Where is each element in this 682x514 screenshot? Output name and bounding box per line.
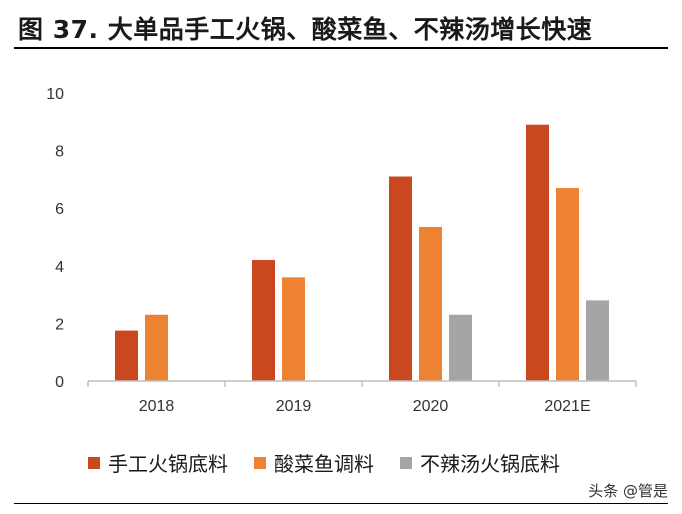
bar-s1-2020 bbox=[389, 176, 412, 381]
y-tick-label-8: 8 bbox=[55, 144, 64, 161]
bar-s2-2021E bbox=[556, 188, 579, 381]
bar-chart: 0 2 4 6 8 10 2018 2019 2020 2021E bbox=[46, 86, 637, 415]
y-tick-label-6: 6 bbox=[55, 201, 64, 218]
bar-s1-2018 bbox=[115, 330, 138, 381]
legend-item-3: 不辣汤火锅底料 bbox=[400, 448, 560, 477]
x-tick-label-2018: 2018 bbox=[139, 398, 175, 415]
bar-s1-2021E bbox=[526, 124, 549, 382]
figure-title: 图 37. 大单品手工火锅、酸菜鱼、不辣汤增长快速 bbox=[18, 15, 593, 44]
legend-label-3: 不辣汤火锅底料 bbox=[420, 452, 560, 476]
bar-s2-2020 bbox=[419, 226, 442, 381]
legend-item-1: 手工火锅底料 bbox=[88, 448, 228, 477]
legend-item-2: 酸菜鱼调料 bbox=[254, 448, 374, 477]
bar-s3-2021E bbox=[586, 300, 609, 381]
y-tick-label-2: 2 bbox=[55, 316, 64, 333]
legend-label-2: 酸菜鱼调料 bbox=[274, 452, 374, 476]
axes: 0 2 4 6 8 10 2018 2019 2020 2021E bbox=[46, 86, 637, 415]
legend-swatch-2 bbox=[254, 456, 266, 469]
y-tick-label-10: 10 bbox=[46, 86, 64, 103]
watermark: 头条 @管是 bbox=[588, 482, 668, 500]
bottom-rule bbox=[14, 503, 668, 504]
legend-swatch-1 bbox=[88, 456, 100, 469]
y-tick-label-4: 4 bbox=[55, 259, 64, 276]
y-tick-label-0: 0 bbox=[55, 374, 64, 391]
legend: 手工火锅底料 酸菜鱼调料 不辣汤火锅底料 bbox=[88, 448, 560, 477]
x-tick-label-2019: 2019 bbox=[276, 398, 312, 415]
bar-s2-2019 bbox=[282, 277, 305, 381]
bar-group bbox=[115, 124, 609, 382]
x-tick-label-2021E: 2021E bbox=[544, 398, 590, 415]
bar-s1-2019 bbox=[252, 260, 275, 381]
legend-swatch-3 bbox=[400, 456, 412, 469]
title-rule bbox=[14, 47, 668, 49]
x-tick-label-2020: 2020 bbox=[413, 398, 449, 415]
legend-label-1: 手工火锅底料 bbox=[108, 452, 228, 476]
bar-s3-2020 bbox=[449, 314, 472, 381]
bar-s2-2018 bbox=[145, 314, 168, 381]
